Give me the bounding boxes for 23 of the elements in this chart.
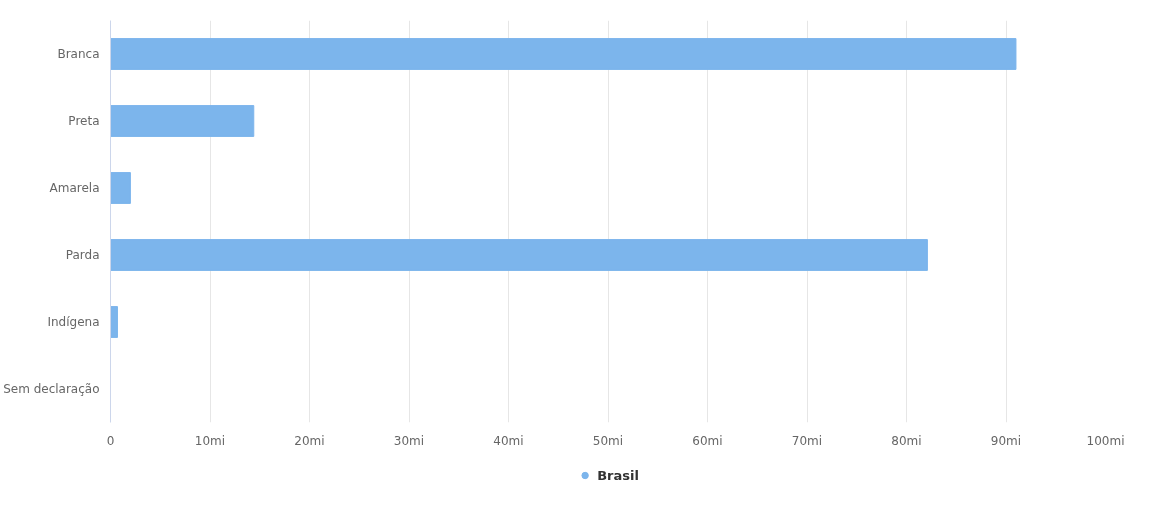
y-tick-label: Branca: [57, 47, 100, 61]
y-tick-label: Amarela: [49, 181, 100, 195]
x-tick-label: 30mi: [393, 433, 425, 448]
y-tick-label: Indígena: [47, 315, 100, 329]
y-tick-label: Sem declaração: [3, 382, 100, 396]
y-tick-label: Parda: [65, 248, 100, 262]
bar: [110, 239, 928, 271]
x-tick-label: 80mi: [891, 433, 922, 448]
bar: [110, 38, 1017, 70]
bar: [110, 105, 255, 137]
x-tick-label: 10mi: [194, 433, 226, 448]
y-tick-label: Preta: [68, 114, 100, 128]
x-tick-label: 90mi: [990, 433, 1022, 448]
x-tick-label: 20mi: [294, 433, 325, 448]
x-tick-label: 100mi: [1086, 433, 1125, 448]
bar: [110, 172, 131, 204]
x-tick-label: 50mi: [592, 433, 624, 448]
x-tick-label: 0: [106, 433, 115, 448]
bar: [110, 306, 118, 338]
x-tick-label: 70mi: [791, 433, 823, 448]
legend-label: Brasil: [597, 467, 639, 483]
x-tick-label: 40mi: [493, 433, 524, 448]
x-tick-label: 60mi: [692, 433, 723, 448]
